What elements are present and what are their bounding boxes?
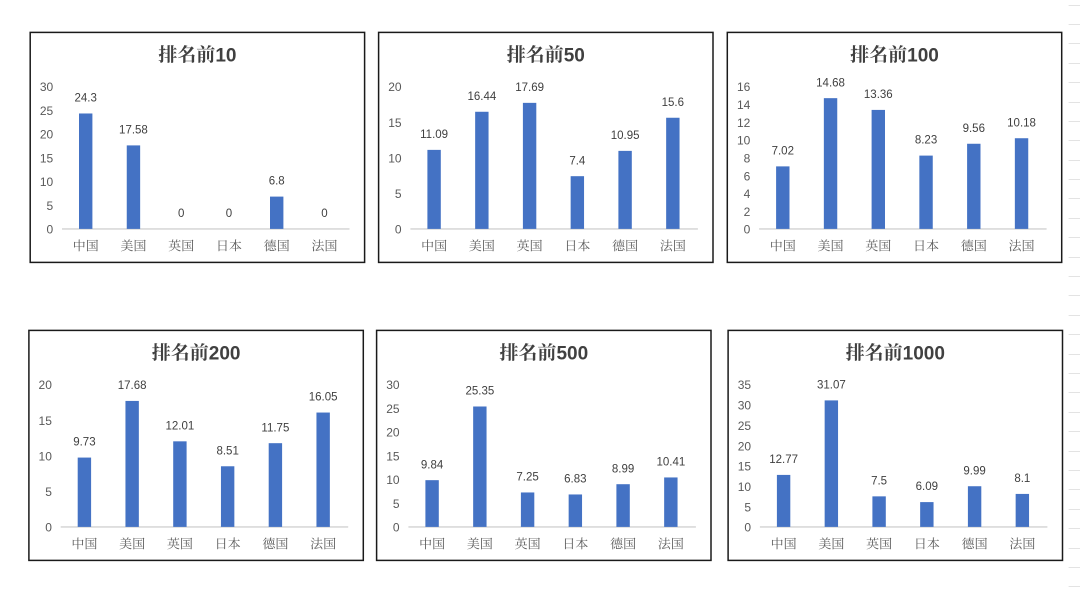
svg-text:6.09: 6.09 bbox=[916, 481, 938, 493]
svg-text:20: 20 bbox=[39, 378, 53, 392]
svg-text:13.36: 13.36 bbox=[864, 89, 893, 101]
svg-text:15: 15 bbox=[39, 414, 53, 428]
svg-text:9.99: 9.99 bbox=[963, 465, 985, 477]
svg-text:15: 15 bbox=[386, 449, 400, 463]
svg-text:7.5: 7.5 bbox=[871, 475, 887, 487]
svg-text:20: 20 bbox=[40, 128, 54, 142]
svg-text:1000: 1000 bbox=[903, 344, 945, 365]
svg-text:5: 5 bbox=[47, 199, 54, 213]
svg-text:10: 10 bbox=[388, 152, 402, 166]
svg-text:12.77: 12.77 bbox=[769, 454, 798, 466]
svg-text:0: 0 bbox=[744, 223, 751, 237]
svg-text:0: 0 bbox=[744, 521, 751, 535]
svg-text:9.84: 9.84 bbox=[421, 459, 444, 471]
svg-text:5: 5 bbox=[45, 485, 52, 499]
svg-text:500: 500 bbox=[556, 344, 588, 365]
svg-text:24.3: 24.3 bbox=[75, 93, 97, 105]
svg-text:10: 10 bbox=[386, 473, 400, 487]
svg-text:10.41: 10.41 bbox=[656, 457, 685, 469]
svg-text:14.68: 14.68 bbox=[816, 77, 845, 89]
svg-text:10: 10 bbox=[215, 46, 236, 67]
svg-text:16: 16 bbox=[737, 80, 751, 94]
svg-text:10.18: 10.18 bbox=[1007, 117, 1036, 129]
svg-text:14: 14 bbox=[737, 98, 751, 112]
svg-text:6.83: 6.83 bbox=[564, 474, 586, 486]
svg-text:10: 10 bbox=[40, 175, 54, 189]
svg-text:25: 25 bbox=[386, 402, 400, 416]
svg-text:11.09: 11.09 bbox=[420, 129, 448, 141]
svg-text:0: 0 bbox=[395, 223, 402, 237]
svg-text:15: 15 bbox=[388, 116, 402, 130]
svg-text:0: 0 bbox=[226, 208, 232, 220]
svg-text:12.01: 12.01 bbox=[166, 420, 195, 432]
svg-text:10.95: 10.95 bbox=[611, 130, 640, 142]
svg-text:11.75: 11.75 bbox=[261, 422, 289, 434]
svg-text:9.56: 9.56 bbox=[963, 123, 985, 135]
svg-text:0: 0 bbox=[178, 208, 184, 220]
svg-text:4: 4 bbox=[744, 187, 751, 201]
svg-text:25: 25 bbox=[738, 419, 752, 433]
svg-text:5: 5 bbox=[395, 187, 402, 201]
svg-text:0: 0 bbox=[321, 208, 327, 220]
svg-text:30: 30 bbox=[40, 80, 54, 94]
svg-text:6.8: 6.8 bbox=[269, 176, 285, 188]
svg-text:0: 0 bbox=[45, 521, 52, 535]
svg-text:31.07: 31.07 bbox=[817, 380, 846, 392]
svg-text:8.51: 8.51 bbox=[216, 445, 238, 457]
svg-text:6: 6 bbox=[744, 169, 751, 183]
svg-text:16.44: 16.44 bbox=[467, 91, 496, 103]
svg-text:30: 30 bbox=[386, 378, 400, 392]
svg-text:17.68: 17.68 bbox=[118, 380, 147, 392]
svg-text:0: 0 bbox=[393, 521, 400, 535]
svg-text:10: 10 bbox=[39, 449, 53, 463]
svg-text:20: 20 bbox=[388, 80, 402, 94]
svg-text:25: 25 bbox=[40, 104, 54, 118]
svg-text:100: 100 bbox=[907, 46, 939, 67]
svg-text:50: 50 bbox=[564, 46, 585, 67]
svg-text:17.69: 17.69 bbox=[515, 82, 544, 94]
svg-text:17.58: 17.58 bbox=[119, 125, 148, 137]
svg-text:7.4: 7.4 bbox=[569, 155, 586, 167]
svg-text:8.1: 8.1 bbox=[1014, 473, 1030, 485]
svg-text:5: 5 bbox=[393, 497, 400, 511]
svg-text:35: 35 bbox=[738, 378, 752, 392]
svg-text:12: 12 bbox=[737, 116, 751, 130]
svg-text:16.05: 16.05 bbox=[309, 392, 338, 404]
svg-text:9.73: 9.73 bbox=[73, 437, 95, 449]
svg-text:5: 5 bbox=[744, 500, 751, 514]
svg-text:7.25: 7.25 bbox=[516, 472, 538, 484]
svg-text:20: 20 bbox=[738, 439, 752, 453]
svg-text:8: 8 bbox=[744, 152, 751, 166]
svg-text:15: 15 bbox=[738, 460, 752, 474]
svg-text:7.02: 7.02 bbox=[772, 145, 794, 157]
svg-text:15: 15 bbox=[40, 152, 54, 166]
svg-text:10: 10 bbox=[737, 134, 751, 148]
svg-text:2: 2 bbox=[744, 205, 751, 219]
svg-text:0: 0 bbox=[47, 223, 54, 237]
svg-text:25.35: 25.35 bbox=[465, 386, 494, 398]
svg-text:8.99: 8.99 bbox=[612, 463, 634, 475]
svg-text:30: 30 bbox=[738, 399, 752, 413]
svg-text:200: 200 bbox=[209, 344, 241, 365]
svg-text:10: 10 bbox=[738, 480, 752, 494]
svg-text:20: 20 bbox=[386, 426, 400, 440]
svg-text:8.23: 8.23 bbox=[915, 135, 937, 147]
svg-text:15.6: 15.6 bbox=[662, 97, 684, 109]
